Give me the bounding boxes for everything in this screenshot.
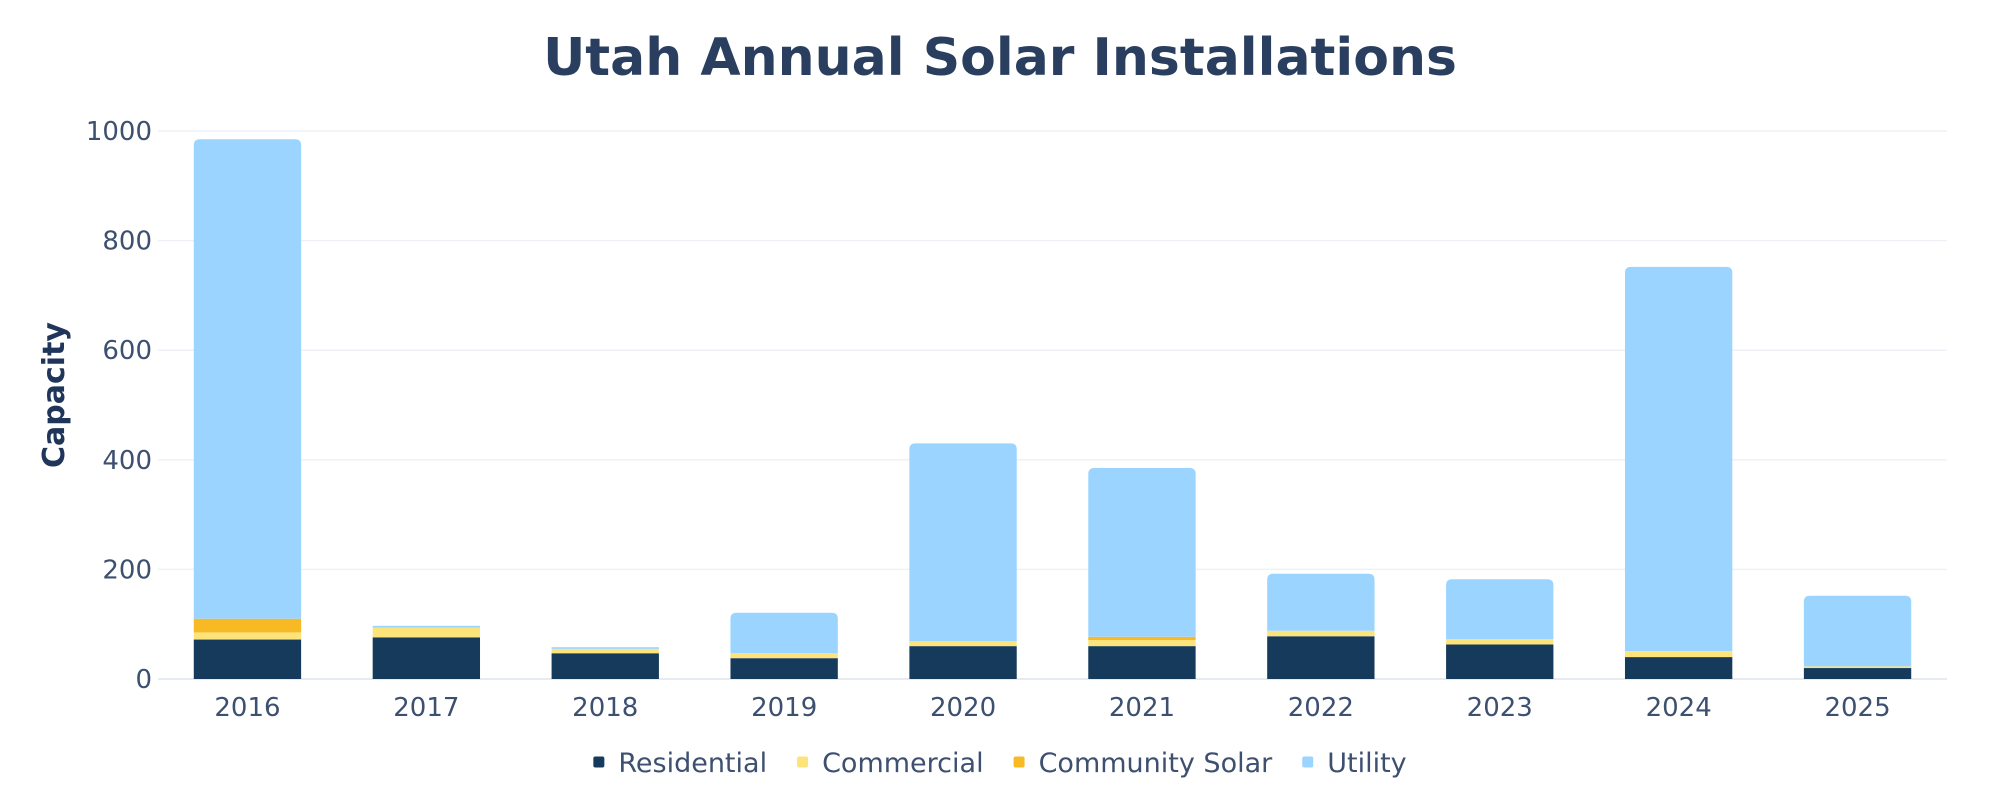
legend-label-utility: Utility [1327,748,1406,779]
bar-segment-utility[interactable] [909,443,1017,642]
x-tick-label: 2021 [1109,693,1175,723]
bar-segment-commercial[interactable] [1624,651,1733,658]
bar-segment-commercial[interactable] [372,627,481,638]
y-tick-label: 1000 [86,117,152,147]
bar-segment-utility[interactable] [730,612,838,654]
legend-marker-commercial [797,756,809,768]
bar-segment-commercial[interactable] [1267,630,1375,637]
bar-segment-commercial[interactable] [1088,640,1196,647]
bar-stack-2023 [1446,579,1554,679]
y-axis-ticks: 0 200 400 600 800 1000 [86,117,152,695]
x-tick-label: 2020 [930,693,996,723]
legend-label-commercial: Commercial [822,748,984,779]
bar-segment-residential[interactable] [1088,646,1196,679]
legend-label-residential: Residential [618,748,767,779]
bar-segment-residential[interactable] [372,637,481,679]
bar-stack-2016 [193,139,302,679]
bar-stack-2024 [1624,266,1733,679]
legend-marker-residential [593,756,605,768]
legend: Residential Commercial Community Solar Util… [593,748,1407,779]
y-tick-label: 400 [102,446,152,476]
bar-segment-residential[interactable] [1446,644,1554,679]
chart-title: Utah Annual Solar Installations [543,28,1457,88]
bar-stack-2022 [1267,573,1375,679]
legend-marker-community-solar [1013,756,1025,768]
bar-stack-2025 [1803,595,1912,679]
x-tick-label: 2016 [214,693,280,723]
y-tick-label: 600 [102,336,152,366]
bar-segment-residential[interactable] [909,646,1017,679]
bar-segment-residential[interactable] [1624,657,1733,679]
bar-segment-commercial[interactable] [1803,666,1912,669]
bar-stack-2018 [551,647,659,679]
bar-segment-utility[interactable] [193,139,302,619]
bar-segment-utility[interactable] [1624,266,1733,652]
bar-segment-community-solar[interactable] [193,618,302,633]
bars [193,139,1912,679]
legend-item-community-solar[interactable]: Community Solar [1013,748,1274,779]
bar-segment-residential[interactable] [193,639,302,679]
bar-segment-commercial[interactable] [551,648,659,654]
legend-item-utility[interactable]: Utility [1302,748,1407,779]
bar-segment-commercial[interactable] [193,632,302,640]
bar-stack-2019 [730,612,838,679]
bar-segment-residential[interactable] [730,658,838,679]
bar-segment-utility[interactable] [1088,468,1196,637]
bar-segment-commercial[interactable] [909,641,1017,647]
legend-item-residential[interactable]: Residential [593,748,767,779]
x-tick-label: 2025 [1824,693,1890,723]
legend-item-commercial[interactable]: Commercial [797,748,984,779]
x-tick-label: 2022 [1288,693,1354,723]
bar-segment-residential[interactable] [551,653,659,679]
bar-segment-utility[interactable] [372,625,481,628]
bar-segment-residential[interactable] [1803,668,1912,679]
bar-segment-commercial[interactable] [1446,638,1554,645]
x-tick-label: 2017 [393,693,459,723]
legend-label-community-solar: Community Solar [1039,748,1274,779]
bar-segment-utility[interactable] [1803,595,1912,667]
x-axis-ticks: 2016 2017 2018 2019 2020 2021 2022 2023 2024 2025 [214,693,1890,723]
y-tick-label: 200 [102,555,152,585]
x-tick-label: 2024 [1646,693,1712,723]
bar-segment-utility[interactable] [1446,579,1554,639]
bar-segment-utility[interactable] [1267,573,1375,631]
bar-stack-2017 [372,625,481,679]
bar-segment-residential[interactable] [1267,636,1375,679]
x-tick-label: 2018 [572,693,638,723]
legend-marker-utility [1302,756,1314,768]
x-tick-label: 2019 [751,693,817,723]
x-tick-label: 2023 [1467,693,1533,723]
bar-segment-community-solar[interactable] [1088,636,1196,641]
y-axis-title: Capacity [37,322,72,468]
y-tick-label: 800 [102,227,152,257]
bar-stack-2020 [909,443,1017,679]
bar-stack-2021 [1088,468,1196,679]
y-tick-label: 0 [135,665,152,695]
bar-segment-commercial[interactable] [730,653,838,659]
bar-segment-utility[interactable] [551,647,659,649]
